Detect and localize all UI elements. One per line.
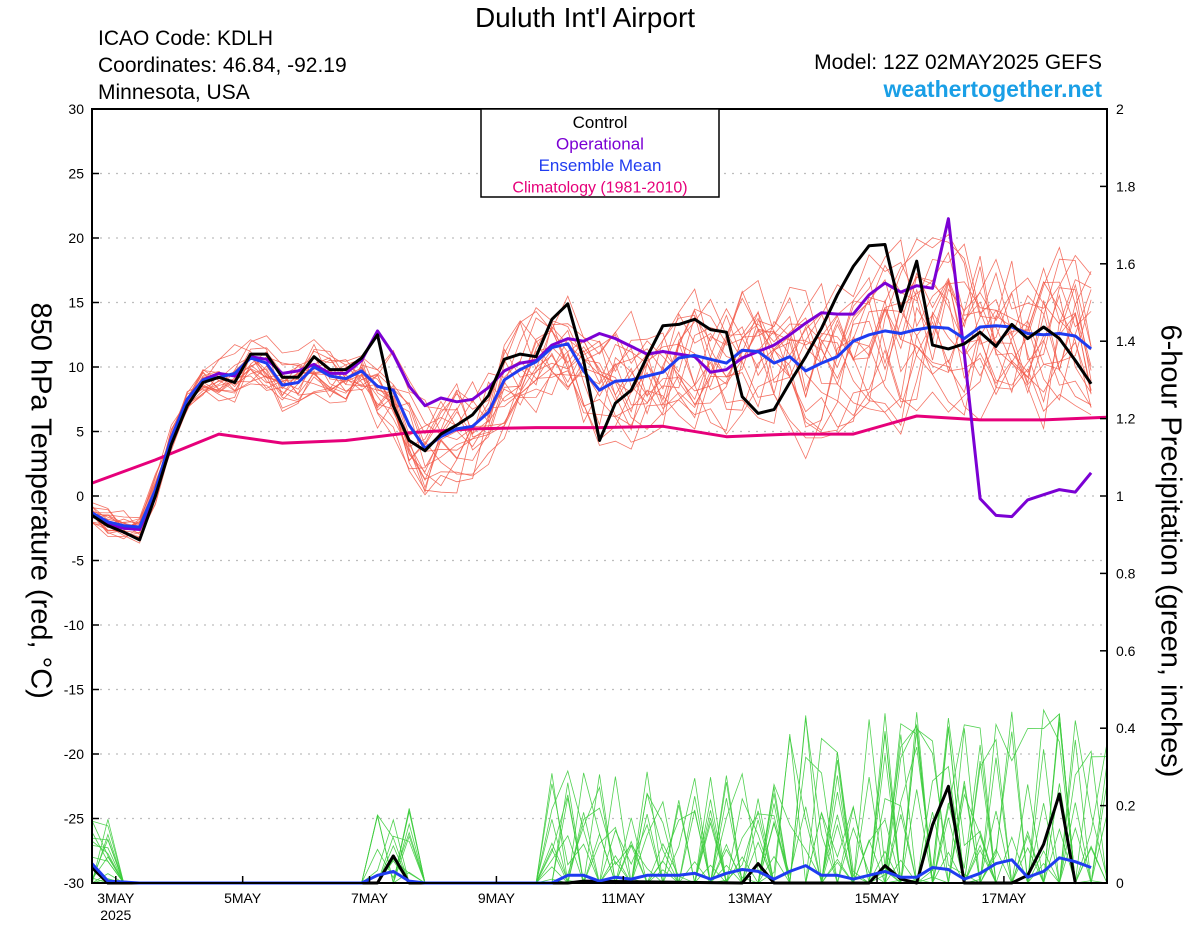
x-tick-label: 17MAY — [981, 890, 1027, 906]
series-lines — [90, 217, 1108, 885]
series-line-control — [91, 243, 1093, 542]
coordinates: Coordinates: 46.84, -92.19 — [98, 54, 347, 77]
precip-member-line — [91, 712, 1107, 884]
y-tick-label-right: 1.8 — [1116, 178, 1136, 194]
precip-member-line — [91, 708, 1108, 885]
series-line-operational — [91, 217, 1093, 531]
y-tick-label-right: 2 — [1116, 101, 1124, 117]
y-tick-label-right: 0.2 — [1116, 798, 1136, 814]
temp-member-line — [91, 243, 1092, 534]
precip-member-line — [91, 723, 1108, 885]
x-tick-sublabel: 2025 — [100, 907, 131, 923]
x-tick-label: 13MAY — [728, 890, 774, 906]
y-tick-label-right: 1.2 — [1116, 411, 1136, 427]
y-tick-label-right: 1.4 — [1116, 333, 1136, 349]
temp-member-line — [91, 289, 1092, 540]
series-line-ensemble-mean-precip — [90, 856, 1092, 885]
temp-member-line — [91, 272, 1092, 532]
y-tick-label-left: -30 — [64, 875, 84, 891]
precip-member-line — [91, 713, 1108, 885]
y-tick-label-left: 20 — [68, 230, 84, 246]
precip-member-line — [92, 720, 1108, 884]
temp-member-line — [91, 281, 1092, 534]
model-run: Model: 12Z 02MAY2025 GEFS — [814, 51, 1102, 74]
y-tick-label-left: 5 — [76, 424, 84, 440]
icao-code: ICAO Code: KDLH — [98, 27, 274, 50]
chart-title: Duluth Int'l Airport — [474, 2, 696, 33]
x-tick-label: 5MAY — [224, 890, 262, 906]
y-tick-label-left: -25 — [64, 811, 84, 827]
series-line-ensemble-mean — [91, 324, 1093, 529]
temp-member-line — [91, 276, 1092, 537]
y-tick-label-right: 0 — [1116, 875, 1124, 891]
y-tick-label-right: 1.6 — [1116, 256, 1136, 272]
y-tick-label-right: 0.8 — [1116, 565, 1136, 581]
precip-member-line — [91, 711, 1107, 884]
axis-ticks: 302520151050-5-10-15-20-25-3021.81.61.41… — [64, 101, 1136, 923]
grid-lines — [92, 172, 1107, 820]
y-tick-label-left: 25 — [68, 166, 84, 182]
y-tick-label-left: 10 — [68, 359, 84, 375]
legend-item: Control — [573, 113, 628, 132]
legend-box — [480, 108, 720, 198]
precip-member-line — [91, 726, 1108, 884]
x-tick-label: 11MAY — [601, 890, 645, 906]
legend-item: Operational — [556, 135, 644, 154]
y-tick-label-right: 1 — [1116, 488, 1124, 504]
x-tick-label: 9MAY — [478, 890, 516, 906]
legend-item: Climatology (1981-2010) — [512, 180, 687, 197]
temp-ensemble-members — [91, 233, 1092, 544]
series-line-climatology — [91, 414, 1108, 485]
y-tick-label-left: -5 — [72, 553, 85, 569]
temp-member-line — [91, 288, 1092, 532]
temp-member-line — [91, 251, 1092, 530]
y-tick-label-left: -15 — [64, 682, 84, 698]
legend-item: Ensemble Mean — [539, 156, 662, 175]
precip-member-line — [92, 721, 1107, 885]
x-tick-label: 15MAY — [855, 890, 901, 906]
y-tick-label-right: 0.4 — [1116, 720, 1136, 736]
x-tick-label: 3MAY — [97, 890, 135, 906]
temp-member-line — [91, 254, 1092, 524]
region: Minnesota, USA — [98, 81, 250, 104]
precip-member-line — [91, 715, 1108, 885]
y-tick-label-left: -10 — [64, 617, 84, 633]
precip-member-line — [91, 719, 1108, 884]
y-tick-label-left: 30 — [68, 101, 84, 117]
legend: Control Operational Ensemble Mean Climatolo… — [480, 108, 720, 198]
precip-member-line — [92, 713, 1108, 884]
y-tick-label-left: 15 — [68, 295, 84, 311]
y-tick-label-right: 0.6 — [1116, 643, 1136, 659]
x-tick-label: 7MAY — [351, 890, 389, 906]
site-link[interactable]: weathertogether.net — [883, 76, 1102, 102]
y-tick-label-left: 0 — [76, 488, 84, 504]
precip-ensemble-members — [91, 708, 1108, 885]
precip-member-line — [91, 715, 1108, 885]
y-tick-label-left: -20 — [64, 746, 84, 762]
precip-member-line — [91, 736, 1107, 884]
precip-member-line — [92, 713, 1107, 884]
precip-member-line — [91, 717, 1107, 884]
